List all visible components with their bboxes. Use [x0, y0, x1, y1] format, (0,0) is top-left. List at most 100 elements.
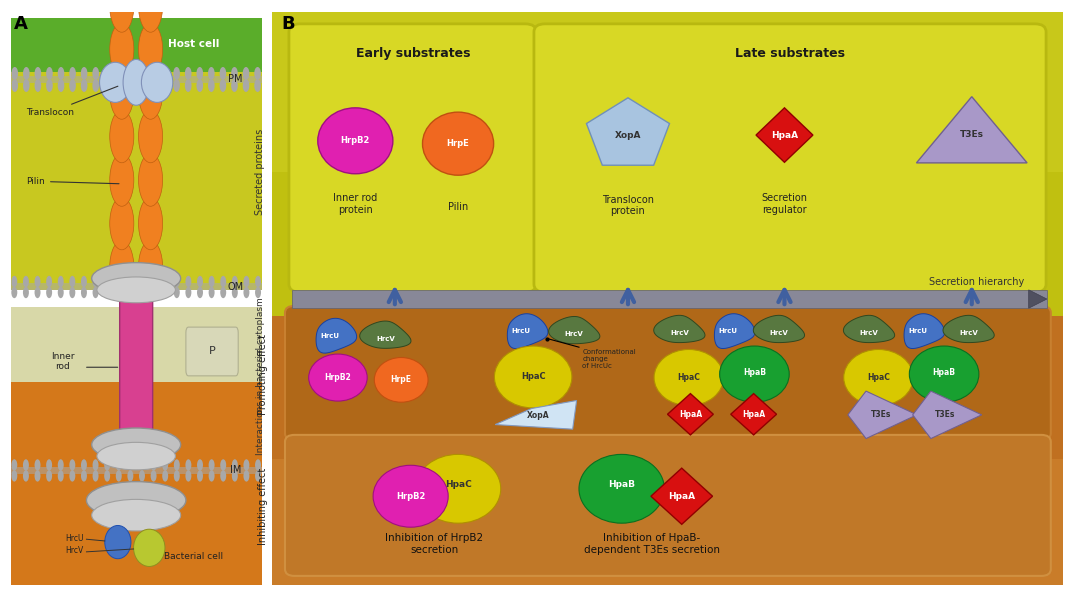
- Text: Inhibiting effect: Inhibiting effect: [257, 467, 268, 544]
- Ellipse shape: [22, 287, 29, 298]
- Text: XopA: XopA: [527, 411, 549, 420]
- Ellipse shape: [46, 79, 52, 92]
- Ellipse shape: [162, 276, 168, 287]
- Ellipse shape: [22, 276, 29, 287]
- Ellipse shape: [255, 287, 261, 298]
- Text: HrpB2: HrpB2: [341, 137, 370, 145]
- Text: Translocon
protein: Translocon protein: [602, 195, 654, 216]
- Text: HrcV: HrcV: [670, 330, 689, 336]
- Text: OM: OM: [227, 282, 244, 292]
- Ellipse shape: [232, 287, 238, 298]
- Ellipse shape: [93, 459, 98, 470]
- Ellipse shape: [22, 459, 29, 470]
- Text: Late substrates: Late substrates: [735, 47, 845, 60]
- Ellipse shape: [162, 459, 168, 470]
- Text: Promoting effect: Promoting effect: [257, 334, 268, 415]
- Ellipse shape: [115, 287, 122, 298]
- Ellipse shape: [87, 482, 186, 519]
- Ellipse shape: [151, 67, 157, 80]
- Ellipse shape: [220, 67, 226, 80]
- FancyBboxPatch shape: [289, 24, 536, 292]
- Bar: [11, 18, 262, 72]
- Ellipse shape: [232, 459, 238, 470]
- Circle shape: [139, 0, 162, 33]
- Ellipse shape: [81, 287, 87, 298]
- Bar: [11, 382, 262, 585]
- Ellipse shape: [139, 67, 145, 80]
- Text: HpaC: HpaC: [867, 373, 890, 382]
- Ellipse shape: [197, 459, 203, 470]
- Polygon shape: [316, 319, 357, 353]
- Ellipse shape: [151, 276, 157, 287]
- Circle shape: [139, 197, 162, 250]
- Ellipse shape: [69, 287, 76, 298]
- Ellipse shape: [104, 67, 111, 80]
- Ellipse shape: [231, 79, 238, 92]
- Ellipse shape: [254, 67, 261, 80]
- Text: HpaC: HpaC: [677, 373, 701, 382]
- Ellipse shape: [69, 459, 76, 470]
- Ellipse shape: [208, 459, 215, 470]
- Ellipse shape: [34, 276, 41, 287]
- Text: Secreted proteins: Secreted proteins: [255, 129, 266, 216]
- Circle shape: [110, 23, 134, 76]
- Circle shape: [110, 241, 134, 293]
- Text: HrcV: HrcV: [376, 336, 395, 342]
- Ellipse shape: [69, 276, 76, 287]
- Ellipse shape: [23, 67, 30, 80]
- Ellipse shape: [12, 470, 17, 482]
- Text: HrcU: HrcU: [512, 328, 531, 334]
- Ellipse shape: [81, 276, 87, 287]
- Ellipse shape: [46, 287, 52, 298]
- Circle shape: [110, 154, 134, 206]
- Text: HrcV: HrcV: [959, 330, 978, 336]
- Text: HrpE: HrpE: [446, 139, 470, 148]
- Ellipse shape: [374, 358, 428, 402]
- Ellipse shape: [208, 67, 215, 80]
- Text: HrcU: HrcU: [719, 328, 738, 334]
- Circle shape: [139, 154, 162, 206]
- Ellipse shape: [127, 67, 134, 80]
- Ellipse shape: [23, 79, 30, 92]
- Ellipse shape: [244, 459, 250, 470]
- Ellipse shape: [115, 470, 122, 482]
- Text: HrcU: HrcU: [320, 333, 340, 339]
- Text: Interactions in bacterial cytoplasm: Interactions in bacterial cytoplasm: [256, 297, 265, 454]
- Text: Inner rod
protein: Inner rod protein: [333, 193, 377, 215]
- Ellipse shape: [58, 276, 64, 287]
- Text: Secretion
regulator: Secretion regulator: [761, 193, 807, 215]
- Text: Inhibition of HrpB2
secretion: Inhibition of HrpB2 secretion: [386, 533, 484, 554]
- Ellipse shape: [220, 470, 226, 482]
- Ellipse shape: [69, 470, 76, 482]
- Text: HrcV: HrcV: [860, 330, 878, 336]
- Ellipse shape: [12, 276, 17, 287]
- Text: IM: IM: [230, 466, 241, 475]
- Ellipse shape: [579, 454, 664, 523]
- Ellipse shape: [423, 112, 493, 175]
- Ellipse shape: [93, 470, 98, 482]
- Ellipse shape: [139, 470, 145, 482]
- Ellipse shape: [220, 287, 226, 298]
- Ellipse shape: [141, 62, 173, 102]
- Text: HrcV: HrcV: [770, 330, 788, 336]
- Ellipse shape: [254, 79, 261, 92]
- Polygon shape: [756, 108, 813, 163]
- Polygon shape: [549, 316, 600, 344]
- Ellipse shape: [105, 287, 110, 298]
- Bar: [272, 316, 1063, 585]
- Ellipse shape: [185, 79, 191, 92]
- Ellipse shape: [46, 67, 52, 80]
- Text: Inhibition of HpaB-
dependent T3Es secretion: Inhibition of HpaB- dependent T3Es secre…: [584, 533, 720, 554]
- Ellipse shape: [46, 470, 52, 482]
- Ellipse shape: [255, 459, 261, 470]
- Ellipse shape: [12, 79, 18, 92]
- Ellipse shape: [105, 459, 110, 470]
- Ellipse shape: [97, 442, 175, 470]
- Ellipse shape: [139, 276, 145, 287]
- Ellipse shape: [115, 276, 122, 287]
- Ellipse shape: [81, 470, 87, 482]
- FancyBboxPatch shape: [285, 435, 1051, 576]
- Ellipse shape: [186, 276, 191, 287]
- Ellipse shape: [151, 79, 157, 92]
- Ellipse shape: [127, 276, 134, 287]
